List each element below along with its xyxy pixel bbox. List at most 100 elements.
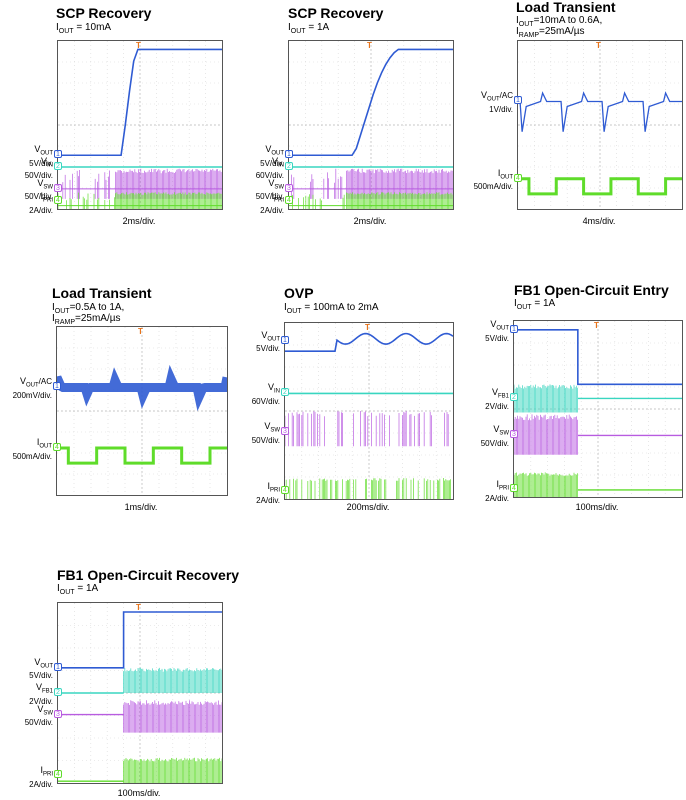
scope-traces xyxy=(514,321,682,497)
channel-label: VSW 50V/div. xyxy=(251,421,280,445)
time-per-division: 2ms/div. xyxy=(122,216,156,226)
channel-label: IPRI 2A/div. xyxy=(29,765,53,789)
channel-label: VOUT 5V/div. xyxy=(485,319,509,343)
channel-marker: 2 xyxy=(285,162,293,170)
channel-marker: 1 xyxy=(54,150,62,159)
scope-screen xyxy=(57,602,223,784)
channel-label: VOUT 5V/div. xyxy=(256,329,280,354)
trace-out xyxy=(514,329,682,386)
channel-marker: 1 xyxy=(53,382,61,391)
trace-band xyxy=(292,192,453,209)
trace-line xyxy=(289,48,453,157)
chart-title: OVP xyxy=(284,285,314,301)
time-per-division: 2ms/div. xyxy=(353,216,387,226)
channel-marker: 1 xyxy=(285,150,293,159)
channel-marker: 3 xyxy=(285,183,293,192)
time-per-division: 200ms/div. xyxy=(346,502,390,512)
trace-pri xyxy=(285,478,451,499)
chart-title: Load Transient xyxy=(516,0,616,15)
channel-marker: 1 xyxy=(281,335,289,344)
channel-label: VIN 60V/div. xyxy=(251,382,280,406)
trace-band xyxy=(514,414,578,455)
trace-out xyxy=(57,364,227,412)
channel-label: VOUT 5V/div. xyxy=(29,144,53,168)
chart-subtitle: IOUT = 10mA xyxy=(56,22,112,35)
channel-marker: 1 xyxy=(510,324,518,333)
chart-subtitle: IOUT = 1A xyxy=(514,298,556,311)
chart-subtitle: IOUT=10mA to 0.6A, xyxy=(516,15,603,28)
trace-fb1 xyxy=(58,667,222,694)
channel-marker: 4 xyxy=(514,173,522,182)
channel-label: VOUT 5V/div. xyxy=(29,656,53,681)
scope-screen xyxy=(56,326,228,496)
trace-out xyxy=(58,611,222,669)
trace-pri xyxy=(58,192,222,209)
trace-band xyxy=(57,364,227,412)
chart-title: Load Transient xyxy=(52,285,152,301)
chart-subtitle-2: IRAMP=25mA/µs xyxy=(516,26,585,39)
channel-marker: 4 xyxy=(54,770,62,778)
channel-label: VSW 50V/div. xyxy=(255,177,284,202)
time-per-division: 4ms/div. xyxy=(582,216,616,226)
scope-traces xyxy=(289,41,453,209)
scope-traces xyxy=(518,41,682,209)
trigger-marker: T xyxy=(136,41,141,50)
channel-marker: 2 xyxy=(54,688,62,696)
channel-label: VFB1 2V/div. xyxy=(485,387,509,412)
trace-pri xyxy=(58,757,222,783)
graticule xyxy=(285,323,453,499)
graticule xyxy=(518,41,682,209)
trigger-marker: T xyxy=(138,327,143,336)
scope-screen xyxy=(288,40,454,210)
trace-out xyxy=(58,48,222,157)
trigger-marker: T xyxy=(367,41,372,50)
scope-traces xyxy=(57,327,227,495)
trace-line xyxy=(518,91,682,132)
channel-label: VSW 50V/div. xyxy=(480,424,509,448)
channel-marker: 3 xyxy=(54,183,62,192)
chart-subtitle: IOUT = 1A xyxy=(57,583,99,596)
channel-label: IPRI 2A/div. xyxy=(260,191,284,215)
channel-marker: 3 xyxy=(281,427,289,436)
channel-label: VIN 50V/div. xyxy=(24,156,53,180)
trigger-marker: T xyxy=(365,323,370,332)
trace-line xyxy=(285,332,453,352)
channel-marker: 1 xyxy=(54,662,62,671)
chart-subtitle: IOUT = 1A xyxy=(288,22,330,35)
channel-marker: 4 xyxy=(510,484,518,492)
graticule xyxy=(57,327,227,495)
chart-title: SCP Recovery xyxy=(56,5,152,21)
trace-band xyxy=(123,667,222,693)
trace-sw xyxy=(514,414,682,455)
trace-band xyxy=(123,700,222,733)
time-per-division: 100ms/div. xyxy=(575,502,619,512)
trace-out xyxy=(289,48,453,157)
scope-screen xyxy=(517,40,683,210)
scope-screen xyxy=(284,322,454,500)
trace-fb1 xyxy=(514,384,682,413)
channel-label: VOUT 5V/div. xyxy=(260,144,284,168)
channel-label: VIN 60V/div. xyxy=(255,156,284,180)
chart-title: FB1 Open-Circuit Entry xyxy=(514,282,669,298)
trace-band xyxy=(285,478,451,499)
trace-band xyxy=(123,757,222,783)
trigger-marker: T xyxy=(594,321,599,330)
trace-pri xyxy=(289,192,453,209)
trace-out xyxy=(518,91,682,132)
channel-label: VOUT/AC 200mV/div. xyxy=(12,376,52,401)
channel-marker: 3 xyxy=(54,709,62,718)
trace-sw xyxy=(58,700,222,733)
time-per-division: 1ms/div. xyxy=(124,502,158,512)
trace-line xyxy=(514,329,682,386)
trace-band xyxy=(514,384,578,413)
channel-label: VFB1 2V/div. xyxy=(29,682,53,706)
time-per-division: 100ms/div. xyxy=(117,788,161,798)
channel-marker: 4 xyxy=(285,196,293,204)
trace-out xyxy=(57,446,227,465)
channel-marker: 4 xyxy=(54,196,62,204)
scope-traces xyxy=(58,603,222,783)
scope-traces xyxy=(58,41,222,209)
channel-marker: 3 xyxy=(510,430,518,439)
chart-subtitle: IOUT=0.5A to 1A, xyxy=(52,302,125,315)
chart-title: FB1 Open-Circuit Recovery xyxy=(57,567,240,583)
